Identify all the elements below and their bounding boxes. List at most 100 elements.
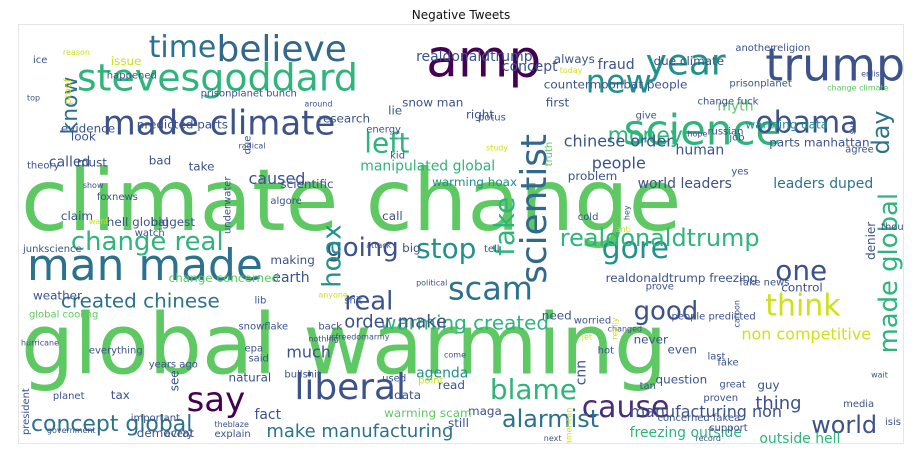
word-manipulated-global: manipulated global [360, 158, 495, 174]
word-point: point [418, 375, 444, 386]
word-caused: caused [248, 169, 305, 188]
word-first: first [546, 96, 570, 110]
word-think: think [765, 289, 841, 324]
word-day: day [867, 110, 895, 154]
word-top: top [27, 94, 40, 103]
word-come: come [444, 350, 466, 359]
word-freezing-outside: freezing outside [630, 425, 742, 441]
word-media: media [843, 399, 874, 410]
word-global-warming: global warming [21, 295, 667, 393]
word-global-cooling: global cooling [29, 310, 98, 321]
word-carbon: carbon [732, 300, 741, 327]
word-issue: issue [111, 54, 142, 68]
word-said: said [248, 353, 268, 364]
word-snowflake: snowflake [239, 322, 289, 333]
word-human: human [676, 142, 725, 158]
word-yes: yes [731, 166, 748, 177]
word-another: another [735, 43, 775, 54]
word-reason: reason [63, 48, 90, 57]
word-fake: fake [717, 357, 738, 368]
word-foxnews: foxnews [97, 192, 138, 203]
word-cause: cause [582, 390, 670, 425]
word-president: president [21, 388, 32, 435]
word-one: one [775, 254, 827, 287]
word-happened: happened [107, 71, 157, 82]
word-lie: lie [388, 104, 402, 118]
word-fake-news: fake news [739, 278, 789, 289]
word-hot: hot [598, 345, 614, 356]
word-gore: gore [602, 231, 669, 266]
word-change-real: change real [71, 227, 224, 257]
word-liberal: liberal [294, 367, 406, 408]
word-going: going [326, 233, 398, 263]
word-maga: maga [468, 404, 502, 418]
word-make-manufacturing: make manufacturing [266, 421, 453, 442]
word-scientist: scientist [514, 134, 555, 284]
word-read: read [438, 378, 465, 392]
word-say: say [187, 380, 246, 419]
word-shit: shit [344, 296, 362, 307]
word-warming-created: warming created [380, 312, 549, 335]
word-stevesgoddard: stevesgoddard [77, 56, 358, 100]
word-world: world [811, 411, 877, 439]
word-hope: hope [687, 129, 707, 138]
word-underwater: underwater [223, 176, 234, 234]
word-real: real [344, 287, 393, 317]
word-enlist: enlist [861, 70, 883, 79]
word-countermoonbat-people: countermoonbat people [544, 78, 688, 92]
word-outside-hell: outside hell [759, 431, 840, 443]
word-change-climate: change climate [827, 84, 889, 93]
word-attack: attack [366, 241, 391, 250]
word-made-climate: made climate [103, 104, 335, 143]
word-wait: wait [871, 370, 888, 379]
word-warming-data: warming data [745, 118, 828, 132]
word-denier: denier [864, 222, 878, 260]
word-parts-manhattan: parts manhattan [769, 135, 869, 149]
word-data: data [394, 388, 421, 402]
word-energy: energy [366, 124, 401, 135]
word-warming-scam: warming scam [384, 406, 472, 420]
word-hell-global: hell global [107, 215, 169, 229]
word-truth: truth [544, 142, 555, 166]
word-research: research [318, 112, 370, 126]
word-prisonplanet: prisonplanet [729, 79, 791, 90]
word-still: still [448, 416, 469, 430]
word-used: used [382, 373, 406, 384]
word-see: see [168, 370, 182, 391]
word-government: government [47, 426, 96, 435]
word-proof: proof [63, 78, 74, 104]
word-scam: scam [448, 270, 533, 308]
word-important: important [131, 413, 180, 424]
word-scientific: scientific [280, 177, 333, 191]
word-claim: claim [61, 209, 93, 223]
word-people: people [592, 153, 646, 172]
word-biggest: biggest [151, 215, 196, 229]
word-prisonplanet-bunch: prisonplanet bunch [201, 89, 297, 100]
word-concept: concept [502, 59, 558, 75]
word-change-fuck: change fuck [697, 97, 758, 108]
word-jet: jet [581, 333, 592, 342]
word-natural: natural [229, 370, 272, 384]
word-years-ago: years ago [149, 359, 198, 370]
word-show: show [83, 181, 104, 190]
word-take: take [189, 159, 215, 173]
word-job: job [728, 132, 744, 143]
word-myth: myth [717, 99, 753, 115]
word-blame: blame [490, 373, 577, 406]
word-every: every [165, 429, 193, 440]
word-junkscience: junkscience [22, 244, 82, 255]
word-always: always [554, 52, 595, 66]
word-right: right [466, 108, 494, 122]
word-theory: theory [27, 160, 60, 171]
word-leaders-duped: leaders duped [773, 176, 873, 192]
word-hurricane: hurricane [21, 338, 59, 347]
word-concept-global: concept global [31, 412, 192, 437]
word-due-climate: due climate [654, 54, 725, 68]
word-planet: planet [53, 391, 85, 402]
word-russian: russian [707, 126, 743, 137]
word-tan: tan [640, 381, 656, 392]
word-great: great [719, 379, 745, 390]
plot-title: Negative Tweets [411, 8, 511, 22]
word-lib: lib [254, 296, 266, 307]
